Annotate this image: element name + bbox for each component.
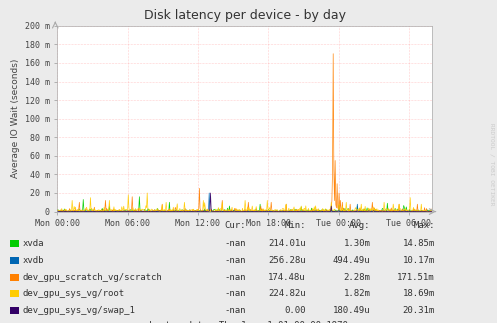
Text: dev_gpu_sys_vg/swap_1: dev_gpu_sys_vg/swap_1 bbox=[22, 306, 135, 315]
Text: 2.28m: 2.28m bbox=[343, 273, 370, 282]
Text: -nan: -nan bbox=[225, 289, 246, 298]
Text: 18.69m: 18.69m bbox=[403, 289, 435, 298]
Text: 180.49u: 180.49u bbox=[332, 306, 370, 315]
Text: 10.17m: 10.17m bbox=[403, 256, 435, 265]
Y-axis label: Average IO Wait (seconds): Average IO Wait (seconds) bbox=[11, 59, 20, 178]
Text: 1.30m: 1.30m bbox=[343, 239, 370, 248]
Text: xvda: xvda bbox=[22, 239, 44, 248]
Text: 494.49u: 494.49u bbox=[332, 256, 370, 265]
Text: -nan: -nan bbox=[225, 273, 246, 282]
Text: dev_gpu_sys_vg/root: dev_gpu_sys_vg/root bbox=[22, 289, 124, 298]
Text: 20.31m: 20.31m bbox=[403, 306, 435, 315]
Text: 214.01u: 214.01u bbox=[268, 239, 306, 248]
Text: 1.82m: 1.82m bbox=[343, 289, 370, 298]
Text: dev_gpu_scratch_vg/scratch: dev_gpu_scratch_vg/scratch bbox=[22, 273, 162, 282]
Text: Avg:: Avg: bbox=[349, 221, 370, 230]
Text: xvdb: xvdb bbox=[22, 256, 44, 265]
Text: Cur:: Cur: bbox=[225, 221, 246, 230]
Text: 0.00: 0.00 bbox=[284, 306, 306, 315]
Text: -nan: -nan bbox=[225, 256, 246, 265]
Text: Last update: Thu Jan  1 01:00:00 1970: Last update: Thu Jan 1 01:00:00 1970 bbox=[149, 321, 348, 323]
Text: RRDTOOL / TOBI OETIKER: RRDTOOL / TOBI OETIKER bbox=[490, 123, 495, 205]
Text: 256.28u: 256.28u bbox=[268, 256, 306, 265]
Text: -nan: -nan bbox=[225, 239, 246, 248]
Text: 224.82u: 224.82u bbox=[268, 289, 306, 298]
Text: -nan: -nan bbox=[225, 306, 246, 315]
Title: Disk latency per device - by day: Disk latency per device - by day bbox=[144, 9, 346, 22]
Text: 171.51m: 171.51m bbox=[397, 273, 435, 282]
Text: Min:: Min: bbox=[284, 221, 306, 230]
Text: 174.48u: 174.48u bbox=[268, 273, 306, 282]
Text: 14.85m: 14.85m bbox=[403, 239, 435, 248]
Text: Max:: Max: bbox=[414, 221, 435, 230]
